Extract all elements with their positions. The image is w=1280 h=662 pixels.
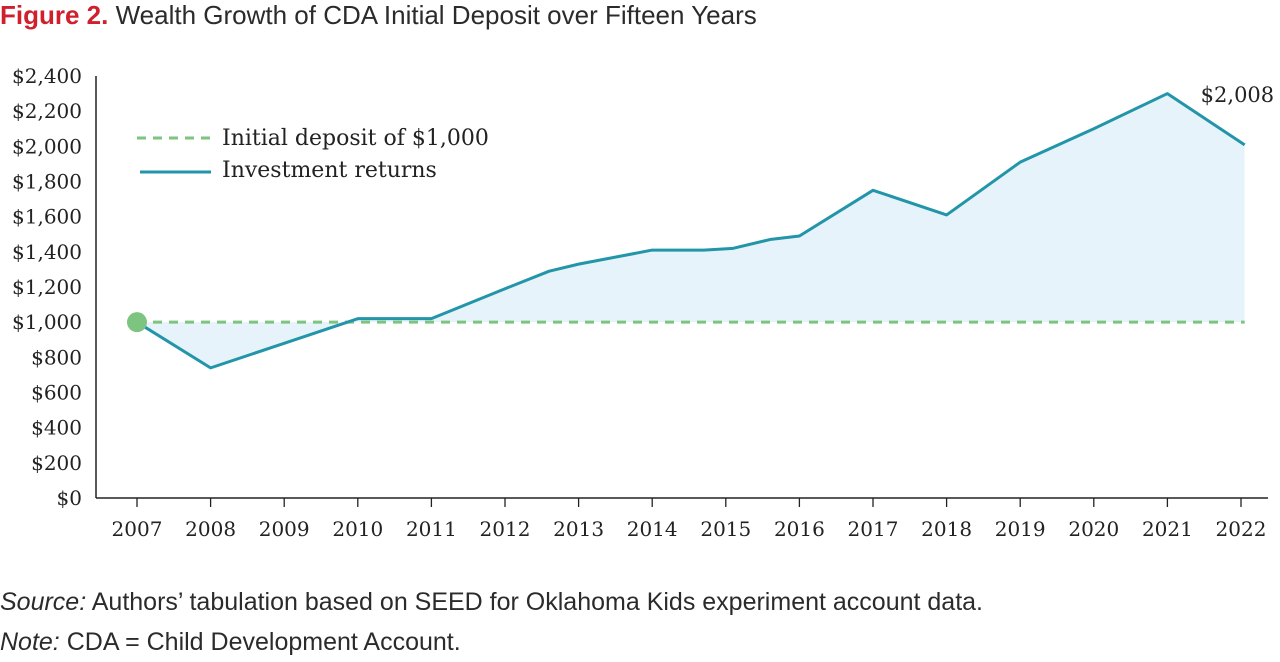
source-label: Source:: [0, 588, 87, 616]
y-tick-label: $1,000: [12, 310, 82, 334]
y-tick-label: $2,400: [12, 64, 82, 88]
note-line: Note: CDA = Child Development Account.: [0, 622, 983, 662]
x-tick-label: 2022: [1216, 517, 1267, 541]
x-tick-label: 2009: [259, 517, 310, 541]
x-tick-label: 2021: [1142, 517, 1193, 541]
y-tick-label: $0: [57, 486, 82, 510]
figure-notes: Source: Authors’ tabulation based on SEE…: [0, 582, 983, 662]
y-tick-label: $400: [31, 416, 82, 440]
x-tick-label: 2011: [406, 517, 457, 541]
figure-label: Figure 2.: [0, 0, 109, 30]
investment-returns-line: [136, 92, 1246, 370]
note-label: Note:: [0, 628, 60, 656]
investment-area: [137, 93, 1245, 368]
x-tick-label: 2012: [480, 517, 531, 541]
legend-label-investment: Investment returns: [222, 158, 437, 183]
x-tick-label: 2013: [553, 517, 604, 541]
line-chart: $0 $200 $400 $600 $800 $1,000 $1,200 $1,400 $1,6…: [12, 64, 1274, 541]
y-tick-label: $1,800: [12, 170, 82, 194]
x-tick-label: 2015: [700, 517, 751, 541]
x-tick-label: 2014: [627, 517, 678, 541]
start-point-marker: [127, 312, 147, 333]
x-tick-label: 2017: [848, 517, 899, 541]
x-tick-label: 2018: [921, 517, 972, 541]
note-text: CDA = Child Development Account.: [66, 628, 461, 656]
legend-label-deposit: Initial deposit of $1,000: [222, 126, 489, 151]
y-tick-label: $1,600: [12, 205, 82, 229]
figure-title-text: Wealth Growth of CDA Initial Deposit ove…: [115, 0, 757, 30]
x-tick-label: 2008: [185, 517, 236, 541]
y-tick-label: $200: [31, 451, 82, 475]
y-tick-label: $600: [31, 381, 82, 405]
source-text: Authors’ tabulation based on SEED for Ok…: [91, 588, 983, 616]
x-tick-label: 2010: [332, 517, 383, 541]
x-tick-label: 2016: [774, 517, 825, 541]
figure-title: Figure 2. Wealth Growth of CDA Initial D…: [0, 0, 757, 30]
y-tick-label: $1,400: [12, 240, 82, 264]
x-tick-label: 2007: [112, 517, 163, 541]
y-tick-label: $800: [31, 345, 82, 369]
x-tick-label: 2019: [995, 517, 1046, 541]
x-tick-label: 2020: [1068, 517, 1119, 541]
y-tick-label: $2,200: [12, 99, 82, 123]
y-tick-label: $1,200: [12, 275, 82, 299]
end-value-label: $2,008: [1201, 83, 1274, 107]
y-tick-label: $2,000: [12, 134, 82, 158]
source-line: Source: Authors’ tabulation based on SEE…: [0, 582, 983, 622]
